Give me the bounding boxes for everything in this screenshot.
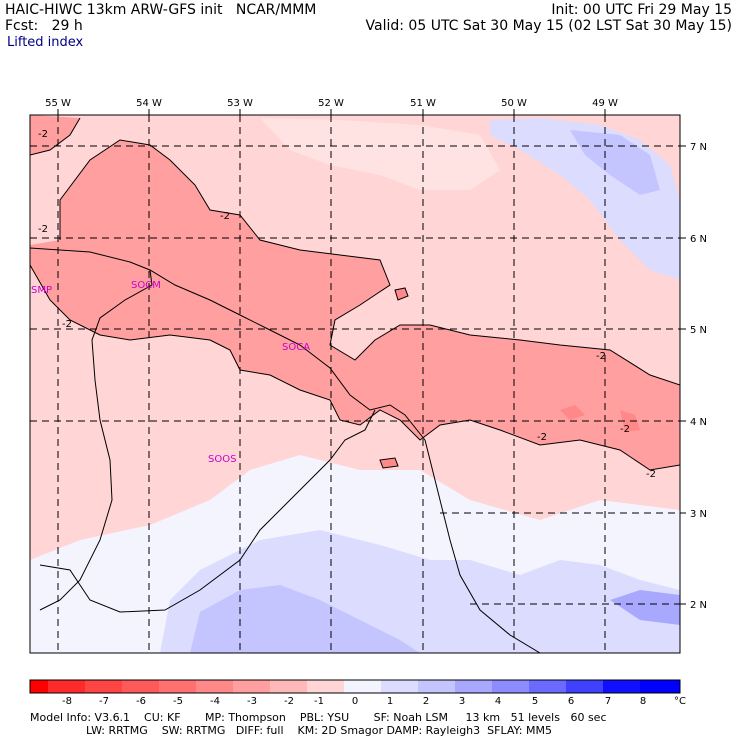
lon-labels: 55 W 54 W 53 W 52 W 51 W 50 W 49 W: [45, 98, 618, 109]
colorbar-swatch: [270, 680, 307, 693]
colorbar-tick: 8: [640, 696, 646, 707]
colorbar-tick: 4: [495, 696, 501, 707]
colorbar-swatch: [640, 680, 680, 693]
station-labels: SMP SOCM SOCA SOOS: [31, 280, 310, 465]
colorbar-tick: 7: [605, 696, 611, 707]
colorbar-ticks: -8 -7 -6 -5 -4 -3 -2 -1 0 1 2 3 4 5 6 7 …: [62, 696, 686, 707]
colorbar-tick: 5: [532, 696, 538, 707]
contour-lines: [30, 117, 680, 471]
colorbar-swatch: [48, 680, 85, 693]
latlon-grid: [30, 115, 680, 653]
colorbar-tick: -2: [284, 696, 294, 707]
contour-label: -2: [38, 224, 48, 235]
lat-label: 4 N: [690, 417, 707, 428]
field-positive-se: [610, 590, 680, 625]
lon-label: 52 W: [318, 98, 344, 109]
lon-label: 53 W: [227, 98, 253, 109]
lon-label: 49 W: [592, 98, 618, 109]
colorbar-tick: -1: [314, 696, 324, 707]
contour-label: -2: [62, 319, 72, 330]
init-time: Init: 00 UTC Fri 29 May 15: [551, 2, 732, 18]
lon-label: 54 W: [136, 98, 162, 109]
colorbar-tick: -4: [210, 696, 220, 707]
colorbar-swatch: [566, 680, 603, 693]
model-title: HAIC-HIWC 13km ARW-GFS init NCAR/MMM: [5, 2, 317, 18]
contour-label: -2: [646, 469, 656, 480]
axis-ticks: [57, 109, 686, 605]
colorbar: -8 -7 -6 -5 -4 -3 -2 -1 0 1 2 3 4 5 6 7 …: [29, 679, 686, 707]
lat-label: 5 N: [690, 325, 707, 336]
contour-label: -2: [38, 129, 48, 140]
station-soca: SOCA: [282, 342, 310, 353]
colorbar-swatch: [418, 680, 455, 693]
field-positive-ne-core: [570, 130, 660, 195]
field-pale-north: [260, 118, 500, 190]
colorbar-frame: [29, 679, 681, 694]
colorbar-tick: -3: [247, 696, 257, 707]
model-info-line2: LW: RRTMG SW: RRTMG DIFF: full KM: 2D Sm…: [30, 724, 552, 737]
colorbar-swatch: [233, 680, 270, 693]
colorbar-swatch: [196, 680, 233, 693]
map-frame: [29, 114, 681, 654]
colorbar-swatch: [122, 680, 159, 693]
contour-label: -2: [537, 432, 547, 443]
station-socm: SOCM: [131, 280, 161, 291]
contour-labels: -2 -2 -2 -2 -2 -2 -2 -2: [38, 129, 656, 480]
colorbar-swatch: [159, 680, 196, 693]
valid-time: Valid: 05 UTC Sat 30 May 15 (02 LST Sat …: [365, 18, 732, 34]
lat-label: 7 N: [690, 142, 707, 153]
field-neg2-nw-corner: [30, 115, 80, 155]
colorbar-tick: 2: [423, 696, 429, 707]
contour-label: -2: [620, 424, 630, 435]
colorbar-tick: 6: [568, 696, 574, 707]
lifted-index-field: [30, 115, 680, 653]
colorbar-tick: -8: [62, 696, 72, 707]
colorbar-tick: -7: [99, 696, 109, 707]
colorbar-swatch: [344, 680, 381, 693]
colorbar-tick: -5: [173, 696, 183, 707]
contour-label: -2: [220, 211, 230, 222]
colorbar-tick: 3: [459, 696, 465, 707]
field-neg2-band: [30, 140, 680, 470]
lat-label: 2 N: [690, 600, 707, 611]
colorbar-tick: -6: [136, 696, 146, 707]
colorbar-swatch: [603, 680, 640, 693]
colorbar-swatch: [529, 680, 566, 693]
coastlines-borders: [30, 247, 541, 653]
lat-label: 6 N: [690, 234, 707, 245]
colorbar-swatch: [30, 680, 48, 693]
forecast-hour: Fcst: 29 h: [5, 18, 83, 34]
colorbar-unit: °C: [674, 696, 686, 707]
lon-label: 50 W: [501, 98, 527, 109]
colorbar-swatch: [455, 680, 492, 693]
colorbar-tick: 0: [352, 696, 358, 707]
contour-label: -2: [596, 351, 606, 362]
colorbar-swatch: [381, 680, 418, 693]
colorbar-swatch: [85, 680, 122, 693]
field-neg2-spot2: [380, 458, 398, 468]
colorbar-tick: 1: [387, 696, 393, 707]
field-neg3-spot: [560, 405, 585, 420]
lon-label: 55 W: [45, 98, 71, 109]
field-positive-core: [190, 585, 420, 653]
field-name: Lifted index: [7, 35, 84, 50]
colorbar-swatch: [492, 680, 529, 693]
lon-label: 51 W: [410, 98, 436, 109]
lat-labels: 7 N 6 N 5 N 4 N 3 N 2 N: [690, 142, 707, 611]
station-soos: SOOS: [208, 454, 236, 465]
lat-label: 3 N: [690, 509, 707, 520]
colorbar-swatch: [307, 680, 344, 693]
model-info-line1: Model Info: V3.6.1 CU: KF MP: Thompson P…: [30, 711, 607, 724]
station-smp: SMP: [31, 285, 52, 296]
